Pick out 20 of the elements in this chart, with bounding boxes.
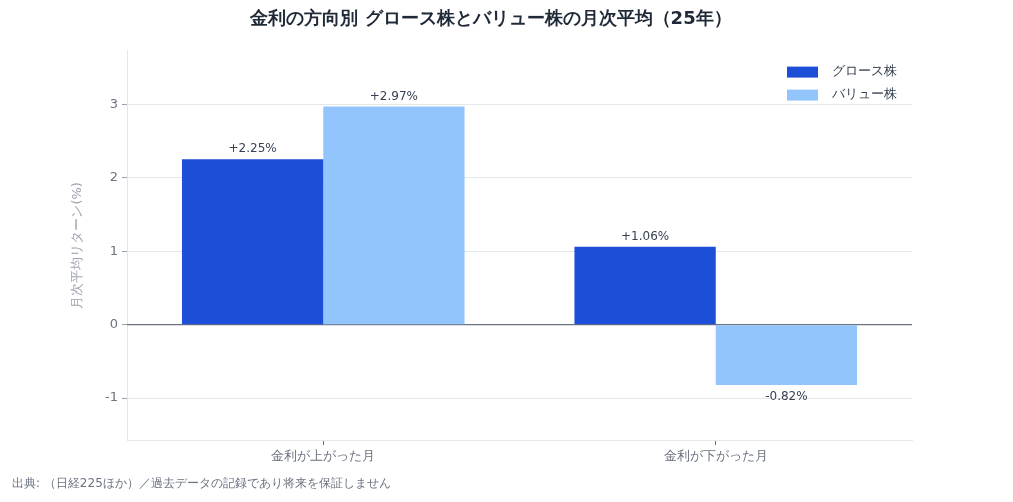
source-note: 出典: （日経225ほか）／過去データの記録であり将来を保証しません [12, 476, 391, 491]
y-tick-label: -1 [105, 389, 118, 405]
data-label: +1.06% [621, 228, 670, 243]
bar [181, 159, 324, 325]
data-label: -0.82% [765, 389, 808, 404]
bar [574, 246, 716, 325]
x-tick-label: 金利が上がった月 [271, 448, 376, 464]
y-tick-label: 1 [109, 242, 118, 258]
y-tick-label: 2 [109, 169, 118, 185]
data-label: +2.25% [228, 141, 277, 156]
y-axis-title: 月次平均リターン(%) [69, 182, 85, 309]
legend-label: バリュー株 [831, 86, 897, 102]
data-label: +2.97% [369, 88, 418, 103]
bar [323, 106, 465, 325]
x-tick-label: 金利が下がった月 [663, 448, 768, 464]
y-tick-label: 3 [109, 95, 118, 111]
y-tick-label: 0 [109, 316, 118, 332]
legend-label: グロース株 [832, 63, 897, 79]
bar [715, 325, 858, 385]
chart-title: 金利の方向別 グロース株とバリュー株の月次平均（25年） [249, 7, 732, 29]
